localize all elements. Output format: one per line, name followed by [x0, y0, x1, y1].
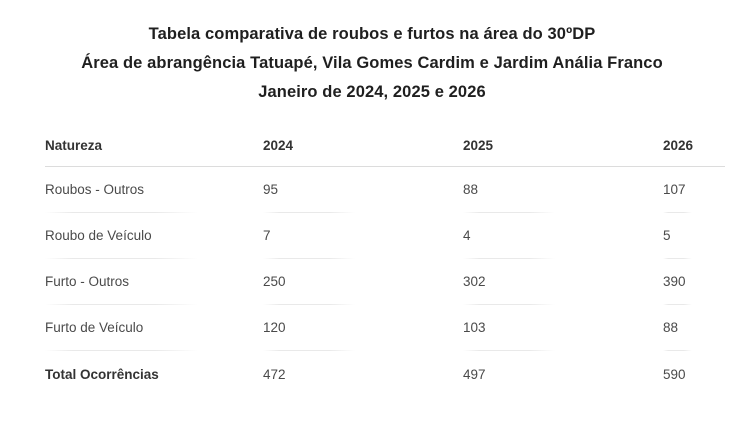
value-cell-2025: 302 [463, 259, 663, 305]
value-cell-2024: 250 [263, 259, 463, 305]
column-header-2025: 2025 [463, 128, 663, 167]
total-value-2026: 590 [663, 367, 686, 382]
table-row-furto-veiculo: Furto de Veículo 120 103 88 [45, 305, 725, 351]
value-cell-2024: 7 [263, 213, 463, 259]
row-label: Roubo de Veículo [45, 213, 263, 259]
value-cell-2026: 390 [663, 259, 725, 305]
value-cell-2024: 95 [263, 167, 463, 214]
value-cell-2025: 88 [463, 167, 663, 214]
value-cell-2025: 103 [463, 305, 663, 351]
column-header-2024: 2024 [263, 128, 463, 167]
table-row-roubos-outros: Roubos - Outros 95 88 107 [45, 167, 725, 214]
header-row: Natureza 2024 2025 2026 [45, 128, 725, 167]
page-title: Tabela comparativa de roubos e furtos na… [0, 0, 744, 107]
table-row-roubo-veiculo: Roubo de Veículo 7 4 5 [45, 213, 725, 259]
column-header-2026: 2026 [663, 128, 725, 167]
crime-comparison-table: Natureza 2024 2025 2026 Roubos - Outros … [45, 128, 725, 398]
value-cell-2025: 4 [463, 213, 663, 259]
page-title-line-1: Tabela comparativa de roubos e furtos na… [148, 25, 596, 43]
row-label: Furto - Outros [45, 259, 263, 305]
row-label: Furto de Veículo [45, 305, 263, 351]
page-title-line-2: Área de abrangência Tatuapé, Vila Gomes … [81, 54, 663, 72]
value-cell-2026: 107 [663, 167, 725, 214]
total-value-2024: 472 [263, 367, 286, 382]
table-row-total: Total Ocorrências 472 497 590 [45, 351, 725, 398]
total-row-label: Total Ocorrências [45, 367, 159, 382]
value-cell-2024: 120 [263, 305, 463, 351]
value-cell-2026: 5 [663, 213, 725, 259]
row-label: Roubos - Outros [45, 167, 263, 214]
value-cell-2026: 88 [663, 305, 725, 351]
column-header-natureza: Natureza [45, 128, 263, 167]
table-row-furto-outros: Furto - Outros 250 302 390 [45, 259, 725, 305]
total-value-2025: 497 [463, 367, 486, 382]
page-title-line-3: Janeiro de 2024, 2025 e 2026 [258, 83, 486, 101]
